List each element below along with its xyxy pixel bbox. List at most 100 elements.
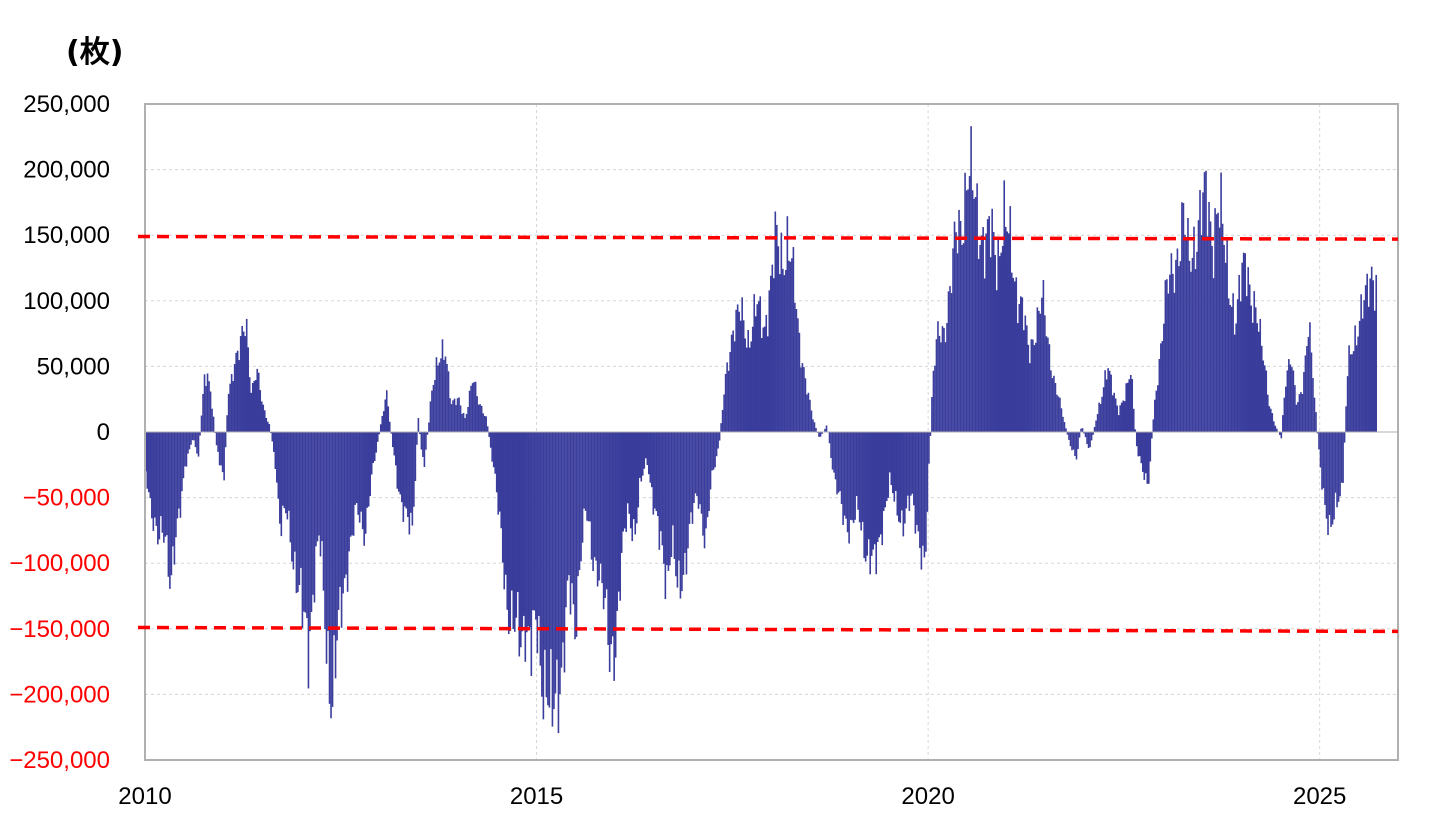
- bar: [1065, 428, 1067, 432]
- bar: [574, 432, 576, 640]
- bar: [876, 432, 879, 542]
- bar: [1089, 432, 1091, 448]
- bar: [878, 432, 881, 538]
- bar: [390, 432, 393, 434]
- bar: [593, 432, 596, 558]
- bar: [1259, 318, 1262, 432]
- bar: [608, 432, 611, 672]
- bar: [530, 432, 533, 677]
- bar: [345, 432, 347, 575]
- bar: [1013, 281, 1016, 432]
- bar: [577, 432, 579, 577]
- bar: [628, 432, 631, 514]
- bar: [619, 432, 621, 601]
- bar: [1154, 399, 1156, 432]
- bar: [970, 126, 972, 433]
- bar: [666, 432, 668, 566]
- bar: [947, 291, 950, 432]
- bar: [580, 432, 582, 562]
- bar: [913, 432, 915, 506]
- bar: [664, 432, 667, 600]
- bar: [479, 404, 481, 432]
- bar: [480, 405, 483, 432]
- bar: [1369, 278, 1371, 432]
- bar: [943, 327, 945, 432]
- bar: [607, 432, 609, 645]
- bar: [896, 432, 899, 516]
- bar: [1083, 432, 1085, 434]
- bar: [1021, 297, 1024, 432]
- bar: [747, 329, 750, 432]
- bar: [146, 432, 149, 489]
- bar: [1211, 245, 1213, 432]
- bar: [176, 432, 179, 519]
- bar: [163, 432, 165, 543]
- bar: [300, 432, 302, 568]
- bar: [1354, 325, 1356, 432]
- bar: [925, 432, 927, 552]
- bar: [1319, 432, 1322, 468]
- bar: [763, 326, 766, 432]
- bar: [440, 358, 442, 432]
- bar: [1007, 233, 1010, 432]
- bar: [929, 432, 932, 436]
- bar: [1214, 208, 1216, 432]
- bar: [1224, 262, 1227, 432]
- bar: [901, 432, 903, 511]
- bar: [1001, 245, 1004, 432]
- reference-line: [137, 625, 1399, 634]
- bar: [1016, 323, 1019, 432]
- bar: [512, 432, 515, 629]
- bar: [1282, 415, 1284, 432]
- bar: [589, 432, 591, 522]
- bar: [774, 211, 777, 432]
- bar: [557, 432, 560, 734]
- bar: [1044, 315, 1046, 432]
- bar: [185, 432, 188, 467]
- bar: [405, 432, 408, 509]
- bar: [464, 418, 466, 432]
- bar: [682, 432, 685, 575]
- bar: [622, 432, 625, 532]
- y-tick-label: −50,000: [23, 485, 110, 512]
- bar: [1051, 378, 1054, 432]
- bar: [199, 432, 201, 436]
- bar: [1327, 432, 1329, 536]
- bar: [1086, 432, 1088, 445]
- bar: [867, 432, 870, 540]
- bar: [1068, 432, 1070, 440]
- bar: [446, 363, 448, 432]
- bar: [1366, 273, 1368, 432]
- bar: [1203, 172, 1206, 432]
- bar: [626, 432, 629, 504]
- bar: [1226, 239, 1228, 432]
- bar: [1328, 432, 1331, 515]
- bar: [610, 432, 612, 645]
- bar: [840, 432, 843, 505]
- bar: [1010, 272, 1013, 432]
- bar: [470, 385, 472, 432]
- bar: [413, 432, 415, 507]
- bar: [1128, 379, 1131, 432]
- bar: [1041, 297, 1043, 432]
- bar: [675, 432, 677, 577]
- bar: [916, 432, 918, 525]
- bar: [1322, 432, 1325, 489]
- bar: [1345, 406, 1347, 432]
- bar: [486, 426, 489, 432]
- bar: [414, 432, 417, 481]
- bar: [1134, 429, 1137, 432]
- bar: [1340, 432, 1343, 483]
- bar: [730, 334, 733, 432]
- bar: [1181, 202, 1183, 432]
- bar: [506, 432, 509, 610]
- bar: [321, 432, 323, 542]
- bar: [1250, 305, 1253, 432]
- bar: [367, 432, 370, 507]
- bar: [672, 432, 674, 526]
- bar: [1056, 394, 1058, 432]
- bar: [349, 432, 352, 537]
- bar: [1003, 180, 1006, 432]
- bar: [988, 216, 990, 432]
- bar: [631, 432, 634, 542]
